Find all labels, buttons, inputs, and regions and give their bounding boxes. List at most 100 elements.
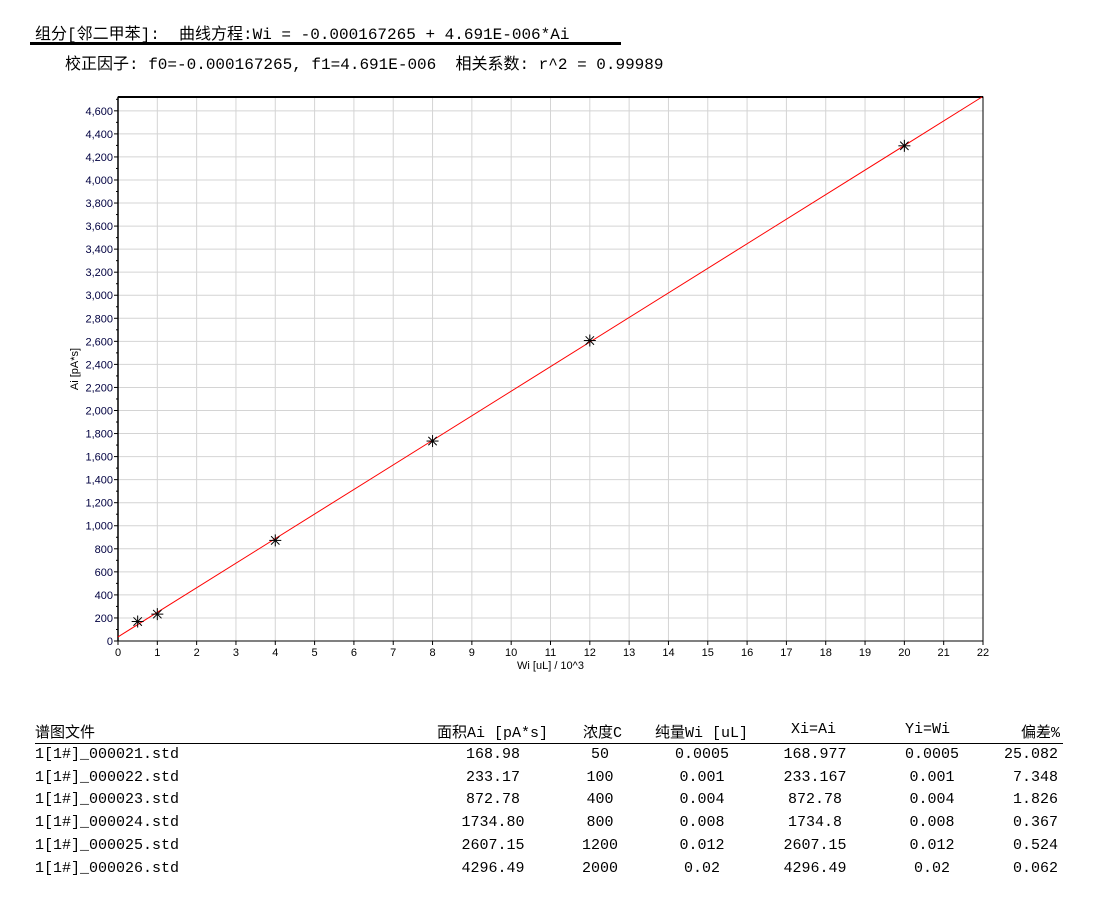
cell-xi: 1734.8 [787,814,842,832]
cell-deviation: 25.082 [1003,746,1058,763]
calibration-factors: 校正因子: f0=-0.000167265, f1=4.691E-006 相关系… [65,56,664,74]
table-row: 1[1#]_000025.std 2607.15 1200 0.012 2607.15 0… [0,837,1097,859]
cell-amount: 0.001 [679,768,725,786]
table-row: 1[1#]_000022.std 233.17 100 0.001 233.167 0.0… [0,769,1097,791]
cell-deviation: 1.826 [1012,791,1058,809]
cell-xi: 168.977 [783,746,847,763]
cell-area: 2607.15 [461,836,525,854]
cell-area: 233.17 [465,768,520,786]
data-point [583,334,596,347]
table-row: 1[1#]_000021.std 168.98 50 0.0005 168.977 0.0… [0,746,1097,768]
y-tick-label: 4,200 [85,152,113,164]
x-tick-label: 7 [390,647,396,659]
cell-file: 1[1#]_000021.std [35,746,180,763]
calibration-equation: 组分[邻二甲苯]: 曲线方程:Wi = -0.000167265 + 4.691… [35,26,570,44]
y-tick-label: 0 [107,636,113,648]
cell-yi: 0.008 [909,814,955,832]
x-tick-label: 9 [469,647,475,659]
cell-xi: 872.78 [787,791,842,809]
cell-file: 1[1#]_000026.std [35,859,180,877]
header-underline [30,42,621,45]
y-tick-label: 4,400 [85,129,113,141]
x-tick-label: 5 [312,647,318,659]
cell-amount: 0.008 [679,814,725,832]
cell-concentration: 400 [586,791,614,809]
cell-concentration: 50 [590,746,609,763]
x-tick-label: 6 [351,647,357,659]
header-concentration: 浓度C [582,725,622,742]
data-point [898,139,911,152]
cell-amount: 0.0005 [674,746,729,763]
header-amount: 纯量Wi [uL] [654,725,748,742]
x-tick-label: 20 [898,647,910,659]
x-tick-label: 1 [154,647,160,659]
x-tick-label: 17 [780,647,792,659]
y-tick-label: 2,600 [85,336,113,348]
data-point [426,435,439,448]
cell-yi: 0.001 [909,768,955,786]
cell-deviation: 0.524 [1012,836,1058,854]
x-tick-label: 11 [545,647,556,659]
data-point [151,608,164,621]
x-tick-label: 13 [623,647,635,659]
cell-area: 168.98 [465,746,520,763]
x-tick-label: 22 [977,647,989,659]
y-tick-label: 3,200 [85,267,113,279]
cell-file: 1[1#]_000022.std [35,768,180,786]
header-divider [35,743,1063,744]
cell-deviation: 0.367 [1012,814,1058,832]
x-tick-label: 18 [820,647,832,659]
cell-deviation: 0.062 [1012,859,1058,877]
fit-line [117,96,983,638]
y-tick-label: 800 [95,544,113,556]
table-row: 1[1#]_000024.std 1734.80 800 0.008 1734.8 0.0… [0,814,1097,836]
x-tick-label: 12 [584,647,596,659]
cell-area: 1734.80 [461,814,525,832]
x-tick-label: 14 [662,647,674,659]
y-tick-label: 3,000 [85,290,113,302]
cell-concentration: 1200 [581,836,618,854]
y-tick-label: 4,600 [85,106,113,118]
cell-xi: 233.167 [783,768,847,786]
y-tick-label: 2,400 [85,359,113,371]
cell-yi: 0.004 [909,791,955,809]
y-tick-label: 4,000 [85,175,113,187]
y-tick-label: 1,400 [85,475,113,487]
cell-amount: 0.012 [679,836,725,854]
x-tick-label: 4 [272,647,278,659]
table-header: 谱图文件 面积Ai [pA*s] 浓度C 纯量Wi [uL] Xi=Ai Yi=Wi 偏差% [0,721,1097,743]
table-row: 1[1#]_000023.std 872.78 400 0.004 872.78 0.00… [0,791,1097,813]
y-tick-label: 1,600 [85,452,113,464]
cell-amount: 0.004 [679,791,725,809]
cell-yi: 0.0005 [904,746,959,763]
header-area: 面积Ai [pA*s] [436,725,548,742]
y-tick-label: 2,200 [85,382,113,394]
cell-file: 1[1#]_000025.std [35,836,180,854]
y-axis-label: Ai [pA*s] [69,348,81,390]
cell-xi: 2607.15 [783,836,847,854]
cell-concentration: 2000 [581,859,618,877]
header-file: 谱图文件 [35,725,96,742]
header-xi: Xi=Ai [790,721,836,738]
cell-concentration: 100 [586,768,614,786]
cell-file: 1[1#]_000023.std [35,791,180,809]
data-point [269,534,282,547]
x-tick-label: 19 [859,647,871,659]
table-row: 1[1#]_000026.std 4296.49 2000 0.02 4296.49 0.… [0,860,1097,882]
cell-area: 872.78 [465,791,520,809]
x-tick-label: 16 [741,647,753,659]
y-tick-label: 3,600 [85,221,113,233]
cell-yi: 0.02 [913,859,950,877]
x-tick-label: 3 [233,647,239,659]
x-tick-label: 8 [429,647,435,659]
cell-area: 4296.49 [461,859,525,877]
y-tick-label: 200 [95,613,113,625]
cell-xi: 4296.49 [783,859,847,877]
x-tick-label: 10 [505,647,517,659]
x-tick-label: 2 [194,647,200,659]
y-tick-label: 3,400 [85,244,113,256]
header-yi: Yi=Wi [904,721,950,738]
cell-yi: 0.012 [909,836,955,854]
y-tick-label: 3,800 [85,198,113,210]
x-tick-label: 0 [115,647,121,659]
